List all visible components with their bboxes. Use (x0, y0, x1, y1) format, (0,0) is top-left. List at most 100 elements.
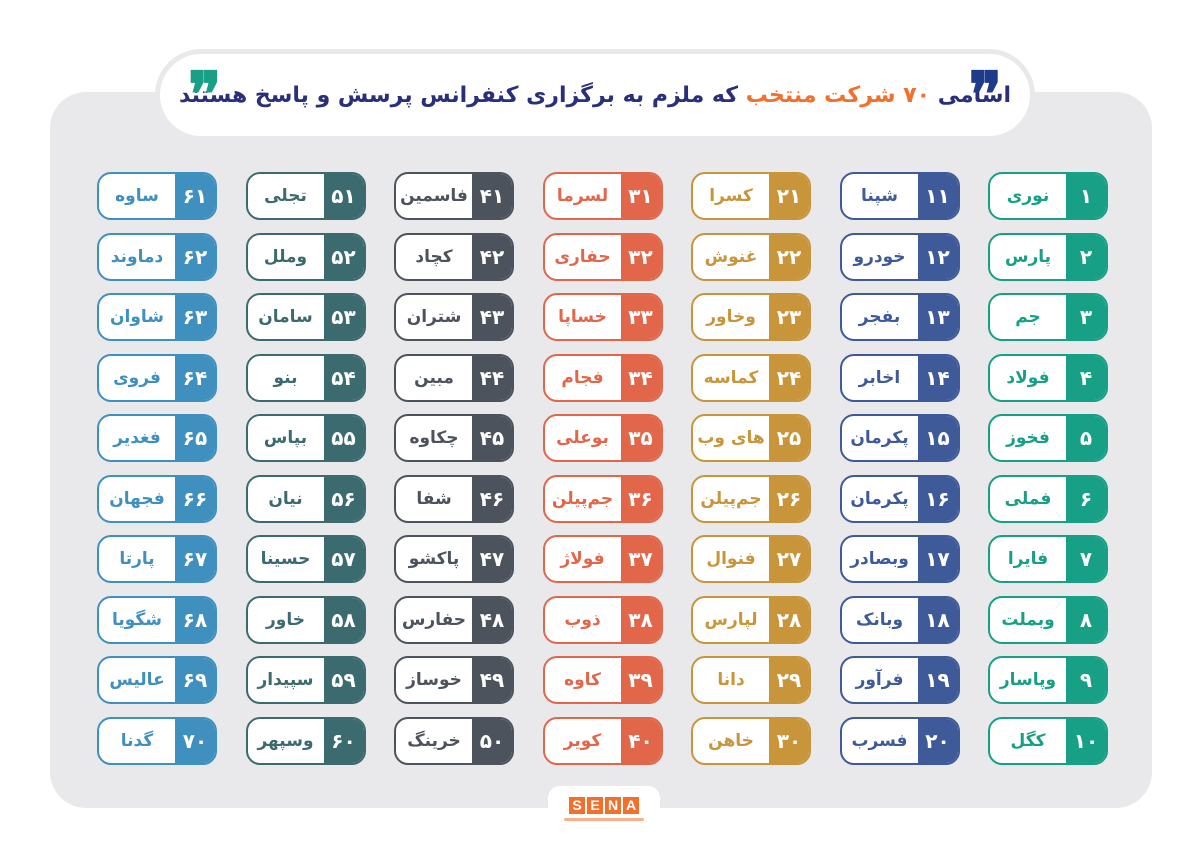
company-pill: ۵۱ تجلی (245, 172, 366, 220)
company-symbol: حفارس (401, 609, 467, 630)
company-number: ۲۳ (769, 295, 809, 339)
company-symbol: شگویا (111, 609, 163, 630)
company-pill: ۶۳ شاوان (97, 293, 217, 341)
company-number: ۵ (1066, 416, 1106, 460)
company-number: ۱۹ (917, 658, 958, 702)
company-symbol: خاور (266, 609, 305, 630)
company-number: ۶۷ (175, 537, 215, 581)
company-number: ۴۳ (472, 295, 512, 339)
company-number: ۲۴ (769, 355, 809, 400)
company-number: ۶۲ (175, 234, 215, 279)
company-symbol: بنو (273, 367, 298, 388)
company-pill: ۱۶ پکرمان (839, 474, 960, 523)
company-symbol: فولاژ (560, 549, 605, 569)
logo-tagline-bar (564, 818, 644, 821)
company-number: ۲۸ (769, 597, 809, 642)
company-symbol: مبین (414, 367, 454, 388)
company-pill: ۵۹ سپیدار (245, 656, 366, 704)
company-symbol: خوساز (406, 670, 462, 690)
company-symbol: دانا (717, 670, 745, 690)
company-pill: ۲۲ غنوش (691, 232, 811, 281)
company-symbol: عالیس (109, 670, 165, 690)
company-pill: ۶۵ فغدیر (97, 414, 217, 462)
company-pill: ۶۱ ساوه (97, 172, 217, 220)
company-symbol: وخاور (706, 307, 756, 327)
company-number: ۲۵ (769, 416, 809, 460)
company-number: ۵۹ (323, 658, 364, 702)
company-symbol: بفجر (858, 307, 901, 327)
company-pill: ۴۵ چکاوه (394, 414, 514, 462)
company-pill: ۳۳ خساپا (542, 293, 663, 341)
company-pill: ۴۲ کچاد (394, 232, 514, 281)
company-number: ۵۸ (323, 597, 364, 642)
company-number: ۴۲ (472, 234, 512, 279)
company-number: ۱۴ (917, 355, 958, 400)
company-pill: ۱۴ اخابر (839, 353, 960, 402)
company-number: ۹ (1066, 658, 1106, 702)
quote-mark-left-icon: ❞ (188, 58, 222, 131)
company-symbol: پارس (1005, 246, 1052, 267)
company-symbol: شاوان (110, 307, 165, 327)
company-symbol: خساپا (558, 307, 607, 327)
company-pill: ۱ نوری (988, 172, 1108, 220)
company-symbol: کسرا (709, 186, 753, 206)
company-symbol: کچاد (415, 246, 453, 267)
company-pill: ۴۰ کویر (542, 716, 663, 765)
company-number: ۶ (1066, 476, 1106, 521)
company-number: ۳۱ (620, 174, 661, 218)
company-symbol: غنوش (704, 246, 758, 267)
company-symbol: کویر (563, 730, 602, 751)
company-symbol: شفا (416, 488, 452, 509)
company-pill: ۵۲ وملل (245, 232, 366, 281)
company-symbol: پارتا (119, 549, 155, 569)
title-before: اسامی (937, 82, 1012, 108)
company-symbol: جم‌پیلن (700, 488, 762, 509)
company-symbol: خاهن (708, 730, 754, 751)
company-number: ۴۷ (472, 537, 512, 581)
company-pill: ۲۰ فسرب (839, 716, 960, 765)
company-number: ۳۸ (620, 597, 661, 642)
company-number: ۲۶ (769, 476, 809, 521)
title-after: که ملزم به برگزاری کنفرانس پرسش و پاسخ ه… (178, 82, 739, 108)
company-number: ۳۰ (769, 718, 809, 763)
company-pill: ۶۴ فروی (97, 353, 217, 402)
company-pill: ۶۷ پارتا (97, 535, 217, 583)
company-symbol: ذوب (564, 609, 601, 630)
company-pill: ۴۳ شتران (394, 293, 514, 341)
company-number: ۳۷ (620, 537, 661, 581)
company-symbol: فاسمین (400, 186, 468, 206)
company-symbol: های وب (697, 428, 765, 448)
company-pill: ۶۹ عالیس (97, 656, 217, 704)
company-pill: ۲۶ جم‌پیلن (691, 474, 811, 523)
company-number: ۳ (1066, 295, 1106, 339)
company-number: ۳۲ (620, 234, 661, 279)
company-symbol: فایرا (1007, 549, 1049, 569)
company-symbol: اخابر (858, 367, 901, 388)
company-pill: ۱۰ کگل (988, 716, 1108, 765)
company-number: ۱۷ (917, 537, 958, 581)
company-pill: ۶۶ فجهان (97, 474, 217, 523)
page-title: اسامی ۷۰ شرکت منتخب که ملزم به برگزاری ک… (109, 83, 1081, 108)
company-symbol: خرینگ (407, 730, 461, 751)
logo-letter: N (605, 797, 621, 814)
company-pill: ۳۴ فجام (542, 353, 663, 402)
company-number: ۵۰ (472, 718, 512, 763)
company-symbol: وبانک (855, 609, 904, 630)
company-pill: ۵۶ نیان (245, 474, 366, 523)
company-pill: ۲۷ فنوال (691, 535, 811, 583)
company-pill: ۲۳ وخاور (691, 293, 811, 341)
logo-letter: E (587, 797, 603, 814)
company-pill: ۳۲ حفاری (542, 232, 663, 281)
company-number: ۳۶ (620, 476, 661, 521)
quote-mark-right-icon: ❞ (968, 58, 1002, 131)
company-number: ۱۳ (917, 295, 958, 339)
company-symbol: لسرما (556, 186, 609, 206)
company-pill: ۲۴ کماسه (691, 353, 811, 402)
company-number: ۲۰ (917, 718, 958, 763)
company-pill: ۶۲ دماوند (97, 232, 217, 281)
company-symbol: جم (1015, 307, 1041, 327)
company-pill: ۴۴ مبین (394, 353, 514, 402)
company-symbol: چکاوه (409, 428, 459, 448)
